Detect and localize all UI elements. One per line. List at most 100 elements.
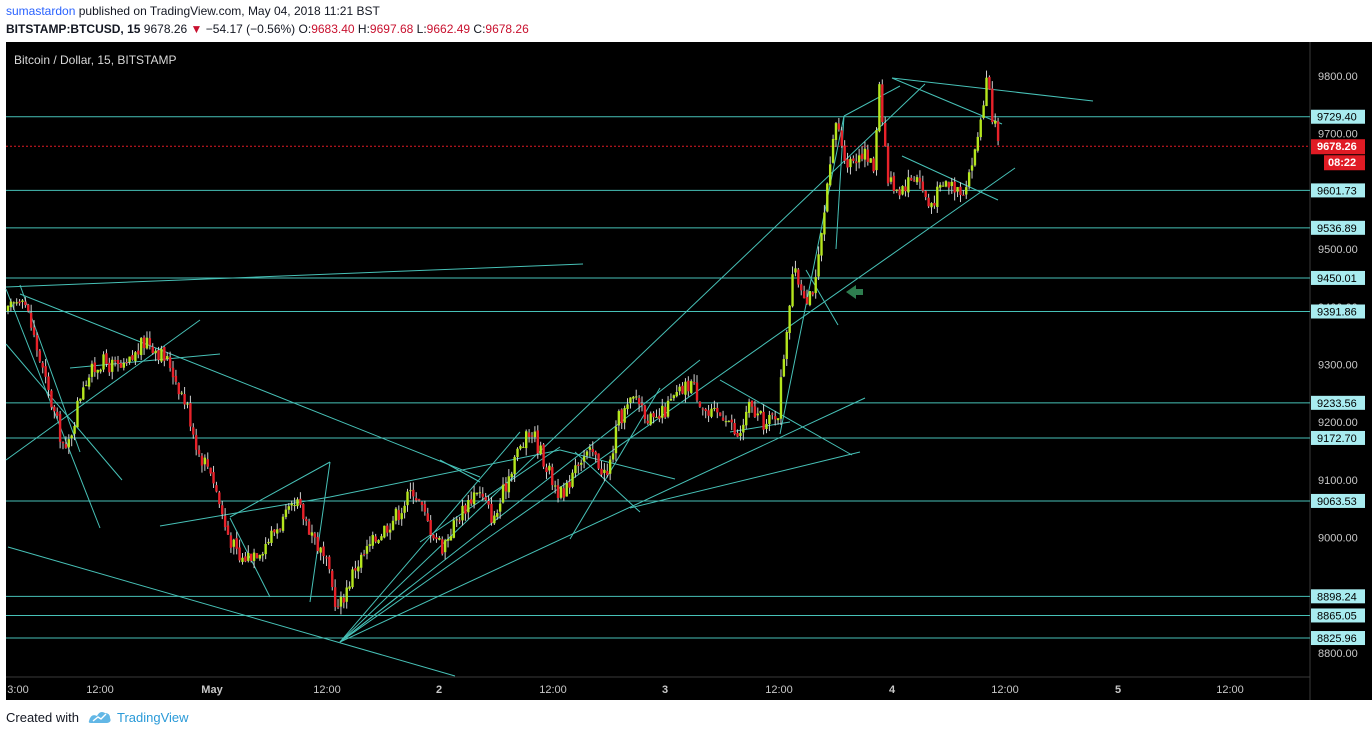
- candle-body: [704, 409, 707, 412]
- candle-body: [802, 291, 806, 299]
- candle-body: [582, 456, 586, 462]
- candle-body: [872, 158, 875, 172]
- candle-body: [258, 555, 262, 559]
- candle-body: [24, 301, 27, 305]
- x-tick-label: 12:00: [765, 684, 793, 696]
- candle-body: [504, 483, 508, 492]
- tradingview-brand-link[interactable]: TradingView: [117, 710, 189, 725]
- candle-body: [857, 155, 861, 163]
- candle-body: [973, 149, 977, 166]
- candle-body: [345, 587, 348, 602]
- candle-body: [762, 411, 765, 430]
- candle-body: [724, 421, 728, 423]
- candle-body: [296, 499, 299, 507]
- candle-body: [739, 433, 742, 436]
- candle-body: [18, 301, 21, 304]
- candle-body: [597, 453, 600, 469]
- candle-body: [892, 175, 896, 191]
- candle-body: [273, 529, 276, 533]
- candle-body: [221, 505, 224, 515]
- candle-body: [860, 153, 864, 159]
- candle-body: [776, 418, 780, 421]
- candle-body: [493, 515, 496, 524]
- candle-body: [950, 181, 953, 187]
- candle-body: [640, 403, 644, 406]
- candle-body: [643, 405, 647, 419]
- candle-body: [519, 445, 522, 449]
- trend-line: [5, 263, 584, 288]
- candle-body: [307, 521, 311, 535]
- x-tick-label: 12:00: [1216, 684, 1244, 696]
- candle-body: [617, 411, 621, 426]
- candle-body: [276, 529, 279, 534]
- candle-body: [368, 544, 372, 546]
- x-tick-label: 4: [889, 684, 896, 696]
- candle-body: [533, 431, 537, 438]
- change-value: −54.17 (−0.56%): [205, 22, 296, 36]
- price-chart[interactable]: 9800.009700.009500.009400.009300.009200.…: [0, 42, 1372, 700]
- candle-body: [594, 451, 597, 455]
- candle-body: [351, 569, 354, 588]
- footer: Created with TradingView: [0, 700, 1372, 735]
- trend-line: [5, 319, 201, 461]
- candle-body: [750, 400, 754, 407]
- candle-body: [912, 180, 916, 182]
- candle-body: [412, 489, 415, 497]
- candle-body: [666, 400, 670, 417]
- candle-body: [134, 352, 137, 362]
- candle-body: [102, 354, 105, 370]
- candle-body: [623, 408, 626, 423]
- left-arrow-icon: [846, 285, 863, 299]
- level-price-box: [1311, 220, 1365, 235]
- candle-body: [516, 448, 519, 458]
- candle-body: [64, 444, 68, 448]
- y-tick-label: 9000.00: [1318, 533, 1358, 545]
- level-price-label: 9233.56: [1317, 398, 1357, 410]
- candle-body: [574, 465, 577, 474]
- candle-body: [426, 513, 429, 521]
- high-value: 9697.68: [369, 22, 414, 36]
- candle-body: [310, 532, 314, 536]
- candle-body: [629, 397, 632, 403]
- level-price-box: [1311, 589, 1365, 604]
- candle-body: [73, 425, 76, 434]
- trend-line: [309, 461, 331, 603]
- created-with-text: Created with: [6, 710, 79, 725]
- candle-body: [663, 406, 667, 418]
- candle-body: [247, 552, 250, 561]
- candle-body: [223, 515, 227, 528]
- level-price-label: 9450.01: [1317, 273, 1357, 285]
- close-label: C:: [473, 22, 486, 36]
- candle-body: [446, 539, 450, 541]
- candle-body: [843, 145, 846, 161]
- candle-body: [794, 268, 797, 273]
- trend-line: [559, 449, 676, 480]
- time-axis[interactable]: [6, 677, 1310, 700]
- candle-body: [962, 194, 965, 196]
- candle-body: [768, 414, 771, 424]
- candle-body: [814, 277, 817, 294]
- candle-body: [470, 499, 473, 504]
- candle-body: [800, 284, 803, 291]
- tradingview-logo-icon[interactable]: [88, 709, 112, 725]
- candle-body: [530, 435, 534, 437]
- candle-body: [359, 554, 363, 568]
- trend-line: [419, 446, 561, 543]
- candle-body: [886, 146, 890, 184]
- candle-body: [545, 467, 548, 473]
- candle-body: [414, 498, 418, 501]
- candle-body: [918, 177, 922, 182]
- candle-body: [626, 404, 629, 410]
- candle-body: [730, 419, 733, 423]
- candle-body: [417, 499, 421, 501]
- candle-body: [771, 413, 774, 415]
- candle-body: [174, 375, 178, 382]
- level-price-box: [1311, 270, 1365, 285]
- candle-body: [991, 88, 994, 123]
- plot-background: [6, 42, 1310, 677]
- candle-body: [284, 509, 288, 518]
- trend-line: [5, 343, 123, 481]
- author-link[interactable]: sumastardon: [6, 4, 76, 18]
- candle-body: [565, 483, 568, 497]
- symbol-label: BITSTAMP:BTCUSD, 15: [6, 22, 141, 36]
